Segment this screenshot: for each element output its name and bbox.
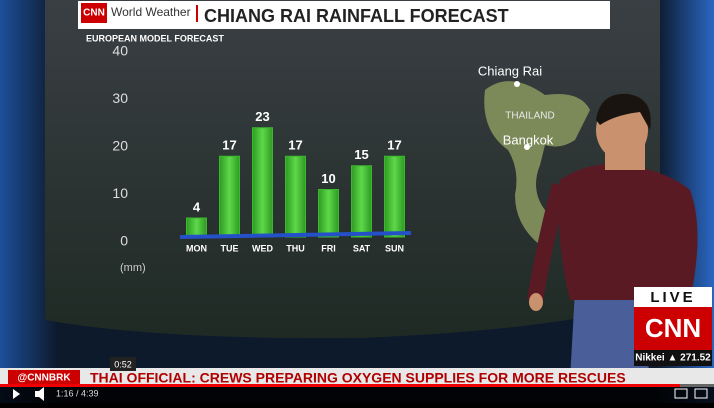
- map-label: THAILAND: [505, 111, 554, 122]
- market: Nikkei ▲ 271.52: [635, 353, 711, 364]
- x-tick-label: FRI: [321, 243, 336, 253]
- presenter: [527, 93, 698, 380]
- channel: CNN: [645, 313, 701, 343]
- hover-time: 0:52: [114, 359, 132, 369]
- player-controls: [0, 384, 714, 403]
- value-label: 23: [255, 109, 269, 124]
- volume-button[interactable]: [35, 387, 44, 401]
- x-tick-label: TUE: [221, 243, 239, 253]
- x-tick-label: WED: [252, 243, 273, 253]
- fullscreen-button[interactable]: [694, 388, 708, 399]
- ticker: THAI OFFICIAL: CREWS PREPARING OXYGEN SU…: [90, 370, 626, 386]
- settings-button[interactable]: [674, 388, 688, 399]
- x-tick-label: SUN: [385, 243, 404, 253]
- value-label: 10: [321, 171, 335, 186]
- ticker-bar: [0, 368, 714, 386]
- map-pin: [524, 144, 530, 150]
- map-land: [484, 81, 590, 245]
- bar: [351, 165, 372, 238]
- chart-title: CHIANG RAI RAINFALL FORECAST: [204, 6, 509, 26]
- hover-time-box: [110, 357, 136, 371]
- value-label: 15: [354, 147, 368, 162]
- chart-subtitle: EUROPEAN MODEL FORECAST: [86, 33, 224, 43]
- map-pin: [514, 81, 520, 87]
- channel-box: [634, 307, 712, 350]
- ticker-source-box: [8, 370, 80, 384]
- logo: CNN: [83, 8, 105, 19]
- value-label: 17: [288, 138, 302, 153]
- baseline: [179, 231, 412, 239]
- live-box: [634, 287, 712, 307]
- value-label: 4: [193, 199, 201, 214]
- bar: [384, 155, 405, 238]
- y-tick-label: 10: [112, 185, 128, 201]
- bar: [219, 155, 240, 238]
- ticker-source: @CNNBRK: [17, 373, 71, 384]
- map-label: Bangkok: [503, 132, 554, 147]
- program: World Weather: [111, 5, 191, 19]
- time: 1:16 / 4:39: [56, 388, 99, 398]
- x-tick-label: SAT: [353, 243, 371, 253]
- play-button[interactable]: [13, 389, 20, 399]
- map-label: Chiang Rai: [478, 63, 542, 78]
- y-tick-label: 30: [112, 90, 128, 106]
- bar: [285, 155, 306, 238]
- market-box: [634, 350, 712, 366]
- x-tick-label: THU: [286, 243, 305, 253]
- y-tick-label: 40: [112, 43, 128, 59]
- logo-box: [81, 3, 107, 23]
- bar: [186, 217, 207, 238]
- bar: [252, 127, 273, 238]
- bar: [318, 189, 339, 238]
- divider: [196, 5, 198, 22]
- y-tick-label: 0: [120, 233, 128, 249]
- y-tick-label: 20: [112, 138, 128, 154]
- x-tick-label: MON: [186, 243, 207, 253]
- value-label: 17: [222, 138, 236, 153]
- progress[interactable]: [0, 384, 680, 387]
- live: LIVE: [650, 289, 695, 306]
- chart: 0 10 20 30 40 4 MON 17 TUE 23 WED 17 THU 10 FRI 15 SAT 17…: [112, 43, 412, 253]
- value-label: 17: [387, 138, 401, 153]
- y-axis-label: (mm): [120, 262, 146, 274]
- title-bar: [78, 1, 610, 29]
